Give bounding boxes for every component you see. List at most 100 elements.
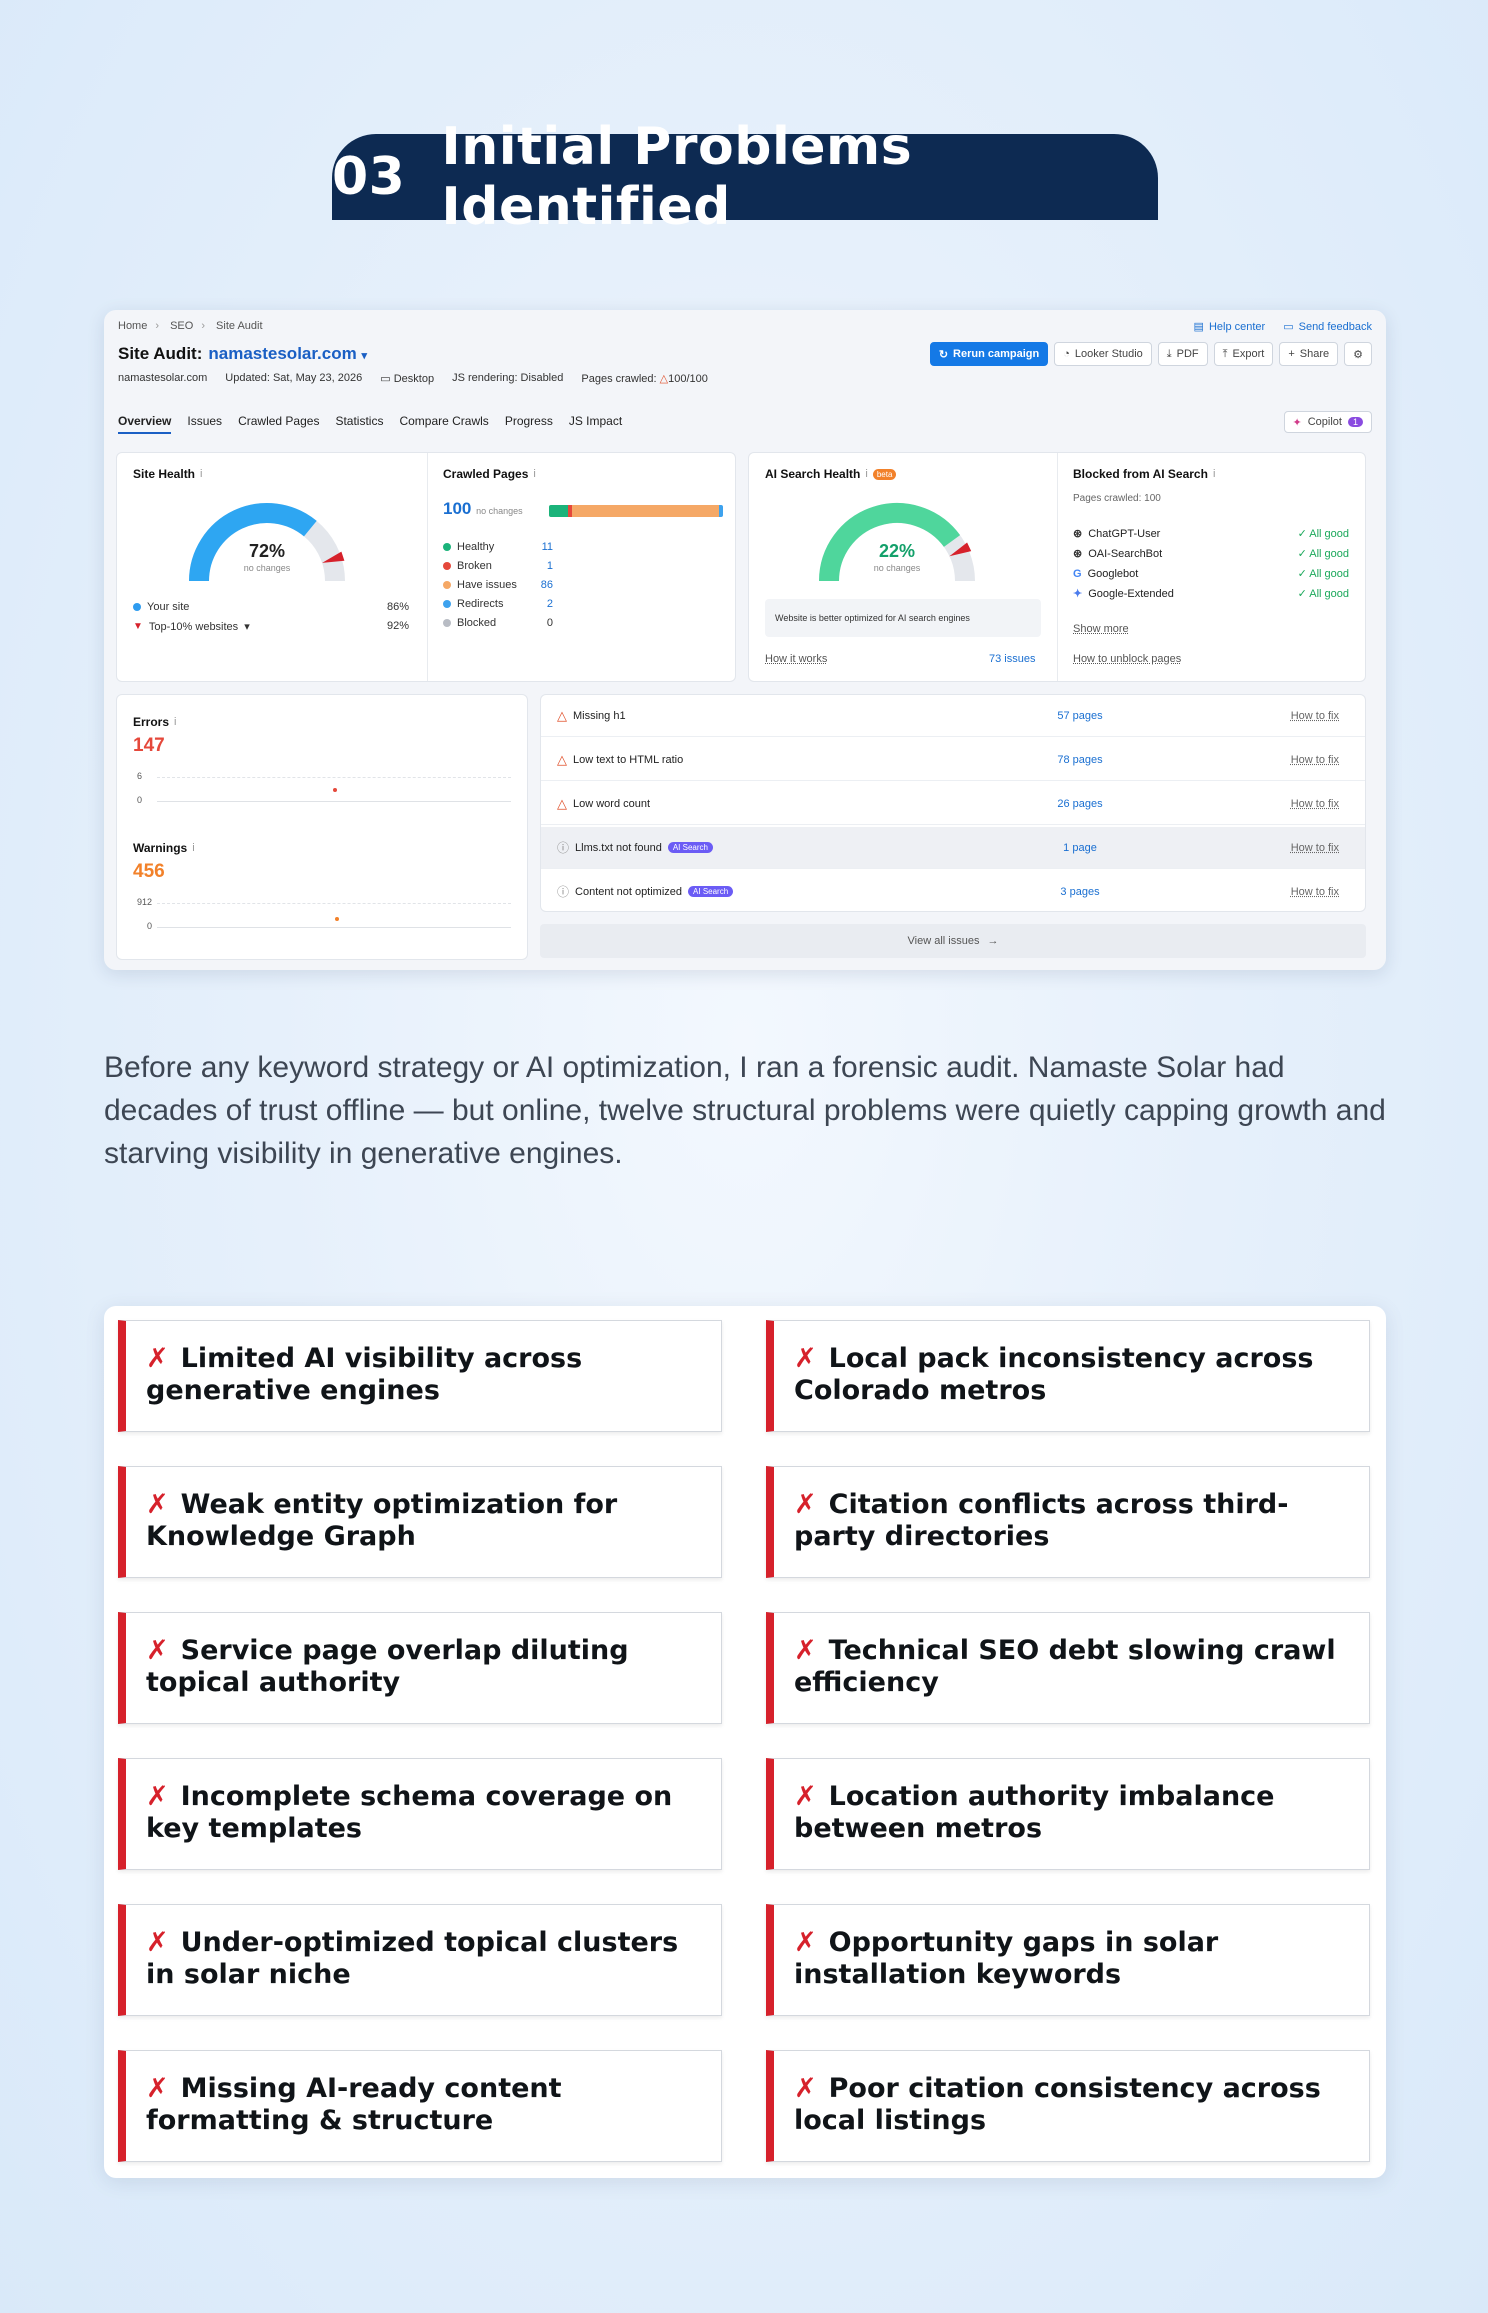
ai-note: Website is better optimized for AI searc… bbox=[765, 599, 1041, 637]
how-to-fix-link[interactable]: How to fix bbox=[1290, 885, 1339, 898]
section-title: Initial Problems Identified bbox=[441, 117, 913, 237]
rerun-campaign-button[interactable]: ↻ Rerun campaign bbox=[929, 342, 1049, 366]
tab-statistics[interactable]: Statistics bbox=[335, 414, 384, 428]
openai-icon: ⊛ bbox=[1073, 528, 1083, 540]
breadcrumb-home[interactable]: Home bbox=[118, 320, 148, 332]
book-icon: ▤ bbox=[1193, 321, 1204, 333]
breadcrumb-seo[interactable]: SEO bbox=[170, 320, 194, 332]
pdf-button[interactable]: ⤓ PDF bbox=[1157, 342, 1208, 366]
info-icon: i bbox=[1212, 468, 1216, 480]
issue-pages-link[interactable]: 57 pages bbox=[1057, 709, 1103, 722]
toolbar: ↻ Rerun campaign ◔ Looker Studio ⤓ PDF ⤒ Exp… bbox=[929, 342, 1372, 366]
warning-icon: △ bbox=[557, 707, 567, 723]
issue-row[interactable]: △ Low word count 26 pages How to fix bbox=[541, 783, 1365, 825]
cross-icon: ✗ bbox=[146, 1489, 169, 1520]
cross-icon: ✗ bbox=[794, 1635, 817, 1666]
audit-meta: namastesolar.com Updated: Sat, May 23, 2… bbox=[118, 372, 708, 385]
gemini-icon: ✦ bbox=[1073, 588, 1083, 600]
unblock-link[interactable]: How to unblock pages bbox=[1073, 653, 1182, 665]
copilot-button[interactable]: ✦ Copilot 1 bbox=[1283, 411, 1372, 433]
show-more-link[interactable]: Show more bbox=[1073, 623, 1129, 635]
ai-search-tag: AI Search bbox=[688, 886, 734, 897]
tab-crawled-pages[interactable]: Crawled Pages bbox=[238, 414, 320, 428]
arrow-right-icon: → bbox=[987, 935, 999, 947]
site-audit-screenshot: Home › SEO › Site Audit ▤ Help center ▭ Send… bbox=[104, 310, 1386, 970]
problem-card: ✗ Technical SEO debt slowing crawl effici… bbox=[766, 1612, 1370, 1724]
issue-pages-link[interactable]: 26 pages bbox=[1057, 797, 1103, 810]
info-icon: i bbox=[533, 468, 536, 480]
problem-card: ✗ Citation conflicts across third-party d… bbox=[766, 1466, 1370, 1578]
copilot-icon: ✦ bbox=[1292, 416, 1302, 429]
crawled-row[interactable]: Have issues 86 bbox=[443, 579, 553, 591]
crawled-total[interactable]: 100 no changes bbox=[443, 499, 523, 518]
ai-issues-link[interactable]: 73 issues bbox=[989, 653, 1036, 665]
crawled-row[interactable]: Redirects 2 bbox=[443, 598, 553, 610]
issue-row[interactable]: ⓘ Content not optimized AI Search 3 pages Ho… bbox=[541, 871, 1365, 911]
check-icon: ✓ bbox=[1297, 588, 1307, 600]
problem-card: ✗ Incomplete schema coverage on key templ… bbox=[118, 1758, 722, 1870]
issue-name: Low word count bbox=[573, 797, 651, 810]
tab-js-impact[interactable]: JS Impact bbox=[568, 414, 623, 428]
tab-progress[interactable]: Progress bbox=[504, 414, 553, 428]
how-it-works-link[interactable]: How it works bbox=[765, 653, 828, 665]
issue-row[interactable]: △ Low text to HTML ratio 78 pages How to fi… bbox=[541, 739, 1365, 781]
errors-value[interactable]: 147 bbox=[133, 735, 165, 756]
issue-pages-link[interactable]: 3 pages bbox=[1060, 885, 1100, 898]
issue-row[interactable]: ⓘ Llms.txt not found AI Search 1 page How to… bbox=[541, 827, 1365, 869]
problem-text: Weak entity optimization for Knowledge G… bbox=[146, 1489, 618, 1552]
info-circle-icon: ⓘ bbox=[557, 885, 570, 899]
problem-text: Location authority imbalance between met… bbox=[794, 1781, 1275, 1844]
crawled-row[interactable]: Blocked 0 bbox=[443, 617, 553, 629]
cross-icon: ✗ bbox=[794, 1343, 817, 1374]
add-user-icon: + bbox=[1288, 348, 1295, 360]
warnings-value[interactable]: 456 bbox=[133, 861, 165, 882]
problem-text: Limited AI visibility across generative … bbox=[146, 1343, 583, 1406]
view-all-issues-button[interactable]: View all issues → bbox=[540, 924, 1366, 958]
page-title: Site Audit: namastesolar.com ▾ bbox=[118, 344, 367, 363]
info-icon: i bbox=[174, 716, 177, 728]
problem-card: ✗ Poor citation consistency across local … bbox=[766, 2050, 1370, 2162]
problem-text: Incomplete schema coverage on key templa… bbox=[146, 1781, 673, 1844]
help-center-link[interactable]: ▤ Help center bbox=[1193, 320, 1266, 334]
how-to-fix-link[interactable]: How to fix bbox=[1290, 797, 1339, 810]
crawled-row[interactable]: Broken 1 bbox=[443, 560, 553, 572]
issue-row[interactable]: △ Missing h1 57 pages How to fix bbox=[541, 695, 1365, 737]
site-health-value: 72% bbox=[248, 541, 286, 561]
legend-top-10[interactable]: ▼ Top-10% websites ▾ 92% bbox=[133, 620, 409, 633]
problem-text: Under-optimized topical clusters in sola… bbox=[146, 1927, 679, 1990]
desktop-icon: ▭ bbox=[380, 373, 391, 385]
share-button[interactable]: + Share bbox=[1279, 342, 1339, 366]
crawled-row[interactable]: Healthy 11 bbox=[443, 541, 553, 553]
send-feedback-link[interactable]: ▭ Send feedback bbox=[1283, 320, 1372, 334]
issue-pages-link[interactable]: 78 pages bbox=[1057, 753, 1103, 766]
check-icon: ✓ bbox=[1297, 548, 1307, 560]
cross-icon: ✗ bbox=[146, 1343, 169, 1374]
section-heading: 03 Initial Problems Identified bbox=[332, 117, 1158, 237]
cross-icon: ✗ bbox=[146, 1635, 169, 1666]
status-dot bbox=[443, 619, 451, 627]
looker-studio-button[interactable]: ◔ Looker Studio bbox=[1054, 342, 1152, 366]
cross-icon: ✗ bbox=[146, 1927, 169, 1958]
beta-badge: beta bbox=[872, 468, 897, 480]
tab-overview[interactable]: Overview bbox=[118, 414, 172, 434]
check-icon: ✓ bbox=[1297, 568, 1307, 580]
check-icon: ✓ bbox=[1297, 528, 1307, 540]
how-to-fix-link[interactable]: How to fix bbox=[1290, 753, 1339, 766]
tab-issues[interactable]: Issues bbox=[187, 414, 223, 428]
status-dot bbox=[443, 581, 451, 589]
settings-button[interactable]: ⚙ bbox=[1344, 342, 1372, 366]
legend-your-site: Your site 86% bbox=[133, 601, 409, 613]
how-to-fix-link[interactable]: How to fix bbox=[1290, 709, 1339, 722]
how-to-fix-link[interactable]: How to fix bbox=[1290, 841, 1339, 854]
issue-pages-link[interactable]: 1 page bbox=[1063, 841, 1097, 854]
export-button[interactable]: ⤒ Export bbox=[1213, 342, 1274, 366]
domain-selector[interactable]: namastesolar.com ▾ bbox=[208, 344, 367, 363]
problem-card: ✗ Opportunity gaps in solar installation … bbox=[766, 1904, 1370, 2016]
bot-row: ✦ Google-Extended ✓ All good bbox=[1073, 587, 1349, 601]
upload-icon: ⤒ bbox=[1222, 347, 1228, 360]
info-circle-icon: ⓘ bbox=[557, 841, 570, 855]
section-number: 03 bbox=[332, 147, 406, 207]
cross-icon: ✗ bbox=[794, 2073, 817, 2104]
tab-compare-crawls[interactable]: Compare Crawls bbox=[399, 414, 489, 428]
blocked-title: Blocked from AI Search i bbox=[1073, 467, 1216, 481]
